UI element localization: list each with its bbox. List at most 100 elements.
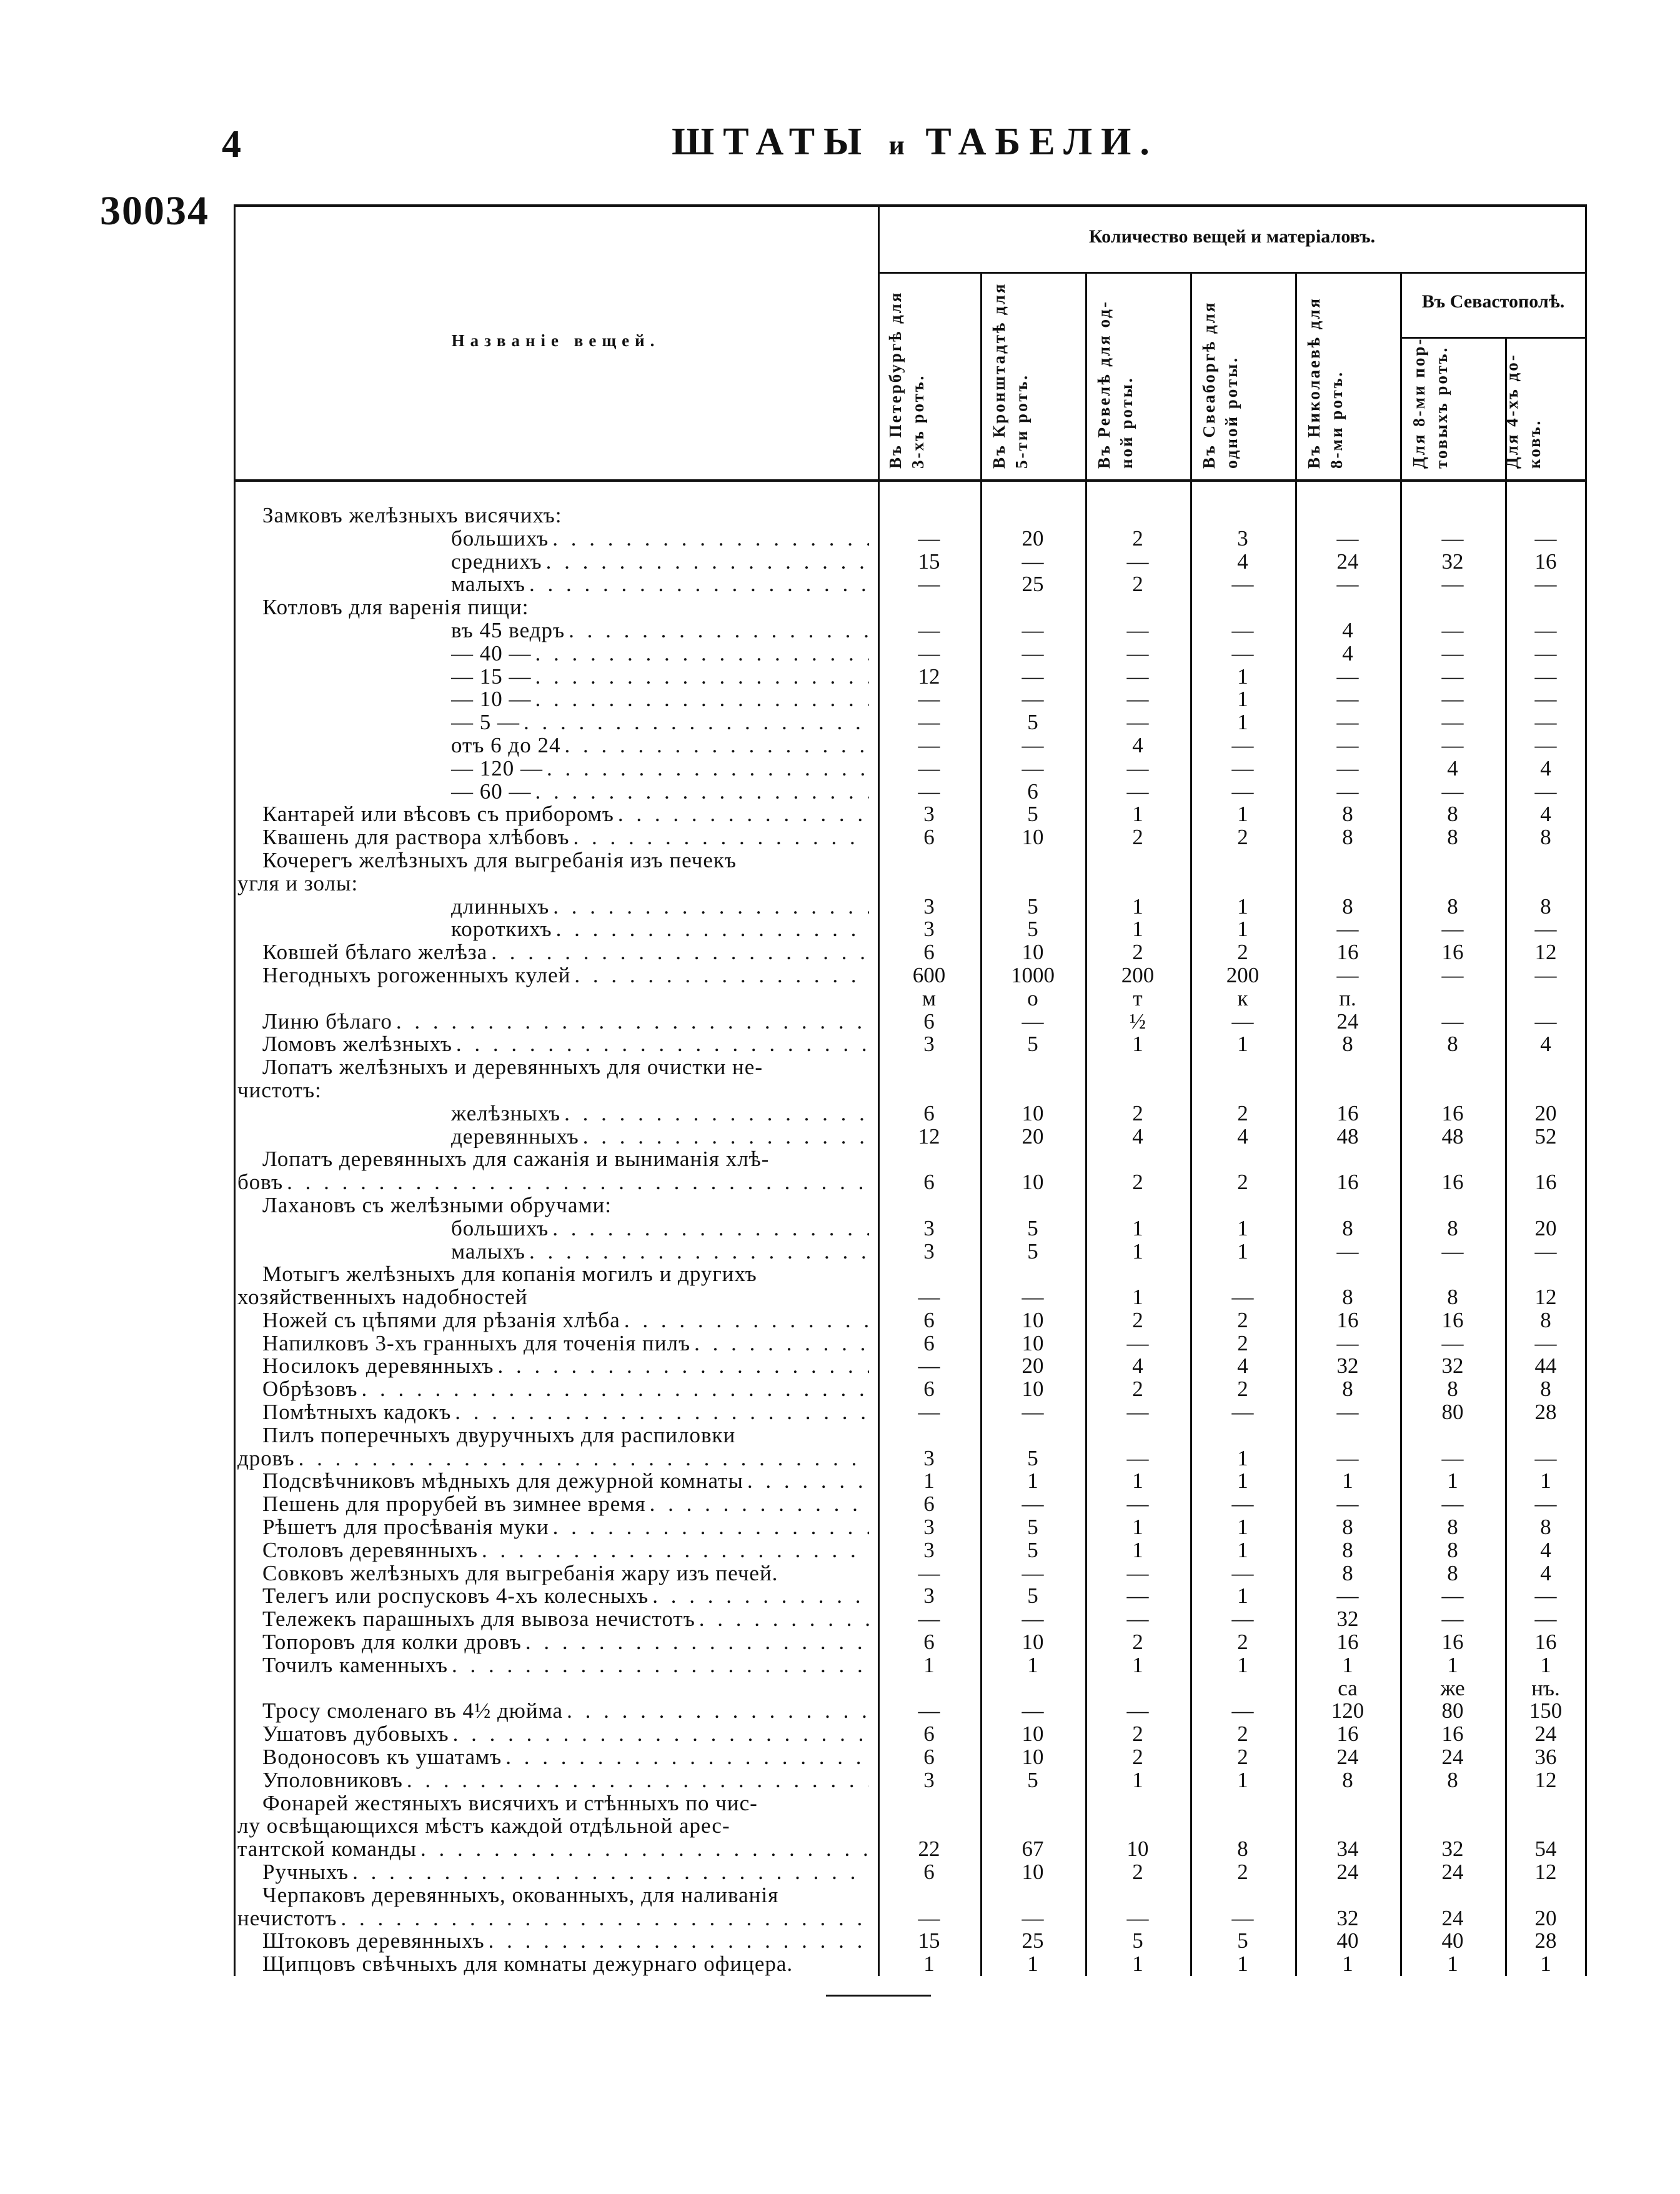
item-name-text: малыхъ xyxy=(451,1240,525,1264)
quantity-cell: 5 xyxy=(1027,1032,1038,1057)
quantity-cell: 8 xyxy=(1342,1377,1353,1402)
table-row: короткихъ 3 5 1 1 — — — xyxy=(234,918,1586,941)
quantity-cell: 2 xyxy=(1237,1377,1248,1402)
quantity-cell: 2 xyxy=(1237,1722,1248,1747)
quantity-cell: — xyxy=(1534,572,1557,597)
quantity-cell: 5 xyxy=(1027,1583,1038,1608)
item-name-text: отъ 6 до 24 xyxy=(451,734,561,757)
quantity-cell: — xyxy=(1126,1560,1149,1585)
quantity-cell: — xyxy=(1021,1607,1044,1632)
item-name-text: большихъ xyxy=(451,1217,549,1240)
quantity-cell: 8 xyxy=(1447,1767,1458,1792)
quantity-cell: 4 xyxy=(1540,1560,1551,1585)
dot-leader xyxy=(420,1838,869,1861)
dot-leader xyxy=(583,1125,869,1149)
quantity-cell: 5 xyxy=(1027,1515,1038,1540)
item-name-text: Котловъ для варенія пищи: xyxy=(262,596,529,619)
dot-leader xyxy=(694,1332,869,1355)
quantity-cell: 1 xyxy=(1027,1468,1038,1493)
item-name-text: длинныхъ xyxy=(451,895,550,919)
quantity-cell: 1 xyxy=(1132,1239,1143,1264)
dot-leader xyxy=(456,1033,869,1056)
quantity-cell: — xyxy=(1336,962,1359,987)
quantity-cell: 1 xyxy=(1237,1652,1248,1677)
quantity-cell: — xyxy=(918,687,940,712)
quantity-cell: — xyxy=(918,1560,940,1585)
quantity-cell: 3 xyxy=(923,917,935,942)
column-header-line: ковъ. xyxy=(1525,419,1544,469)
table-row: Обрѣзовъ 6 10 2 2 8 8 8 xyxy=(234,1377,1586,1402)
quantity-cell: 24 xyxy=(1336,1009,1359,1034)
quantity-cell: 8 xyxy=(1540,1515,1551,1540)
quantity-cell: 8 xyxy=(1342,1767,1353,1792)
item-name-text: Пешень для прорубей въ зимнее время xyxy=(262,1493,646,1517)
quantity-cell: 48 xyxy=(1441,1124,1464,1149)
quantity-cell: — xyxy=(1126,710,1149,735)
quantity-cell: 2 xyxy=(1237,1330,1248,1355)
quantity-cell: 10 xyxy=(1021,1377,1044,1402)
quantity-cell: 2 xyxy=(1132,940,1143,965)
quantity-cell: 150 xyxy=(1529,1698,1563,1723)
quantity-cell: 5 xyxy=(1027,1215,1038,1240)
item-name-text: Ушатовъ дубовыхъ xyxy=(262,1723,449,1747)
title-part: и xyxy=(888,130,907,161)
dot-leader xyxy=(552,527,869,551)
item-name-text: желѣзныхъ xyxy=(451,1102,561,1125)
item-name: лу освѣщающихся мѣстъ каждой отдѣльной а… xyxy=(237,1815,869,1838)
table-row: Помѣтныхъ кадокъ — — — — — 80 28 xyxy=(234,1400,1586,1425)
dot-leader xyxy=(618,803,869,826)
quantity-cell: 4 xyxy=(1540,1032,1551,1057)
quantity-cell: 1 xyxy=(1132,1652,1143,1677)
table-body: Замковъ желѣзныхъ висячихъ:большихъ—2023… xyxy=(234,504,1586,1976)
item-name: длинныхъ xyxy=(451,895,869,919)
quantity-cell: 200 xyxy=(1226,962,1260,987)
quantity-cell: 1 xyxy=(1237,894,1248,919)
quantity-cell: — xyxy=(1336,1492,1359,1517)
quantity-cell: 32 xyxy=(1441,549,1464,574)
dot-leader xyxy=(564,1102,869,1125)
quantity-cell: — xyxy=(918,755,940,780)
quantity-cell: — xyxy=(1021,1009,1044,1034)
item-name-text: Точилъ каменныхъ xyxy=(262,1653,448,1677)
quantity-cell: 8 xyxy=(1447,1032,1458,1057)
quantity-cell: — xyxy=(1336,1583,1359,1608)
table-row: Негодныхъ рогоженныхъ кулей 600 1000 200 200… xyxy=(234,964,1586,987)
quantity-cell: 2 xyxy=(1237,1170,1248,1195)
quantity-cell: 10 xyxy=(1021,1860,1044,1885)
table-top-rule xyxy=(234,204,1586,207)
quantity-cell: — xyxy=(1126,1492,1149,1517)
quantity-cell: 1 xyxy=(1132,917,1143,942)
quantity-cell: — xyxy=(1336,779,1359,804)
quantity-cell: — xyxy=(1441,732,1464,757)
column-header-line: Въ Свеаборгѣ для xyxy=(1200,301,1218,469)
item-name-text: деревянныхъ xyxy=(451,1125,579,1149)
table-row: среднихъ 15 — — 4 24 32 16 xyxy=(234,549,1586,574)
column-header-text: Въ Ревелѣ для од-ной роты. xyxy=(1093,300,1138,469)
item-name-text: Мотыгъ желѣзныхъ для копанія могилъ и др… xyxy=(262,1263,757,1287)
item-name-text: Носилокъ деревянныхъ xyxy=(262,1355,494,1379)
quantity-cell: — xyxy=(1441,1009,1464,1034)
table-row: Черпаковъ деревянныхъ, окованныхъ, для н… xyxy=(234,1884,1586,1907)
quantity-cell: 1 xyxy=(1540,1468,1551,1493)
table-row: Линю бѣлаго 6 — ½ — 24 — — xyxy=(234,1010,1586,1034)
column-header-line: Въ Петербургѣ для xyxy=(886,291,905,469)
quantity-cell: — xyxy=(918,732,940,757)
quantity-cell: 16 xyxy=(1534,1170,1557,1195)
item-name-text: малыхъ xyxy=(451,573,525,597)
quantity-cell: — xyxy=(1126,1698,1149,1723)
table-row: Ковшей бѣлаго желѣза 6 10 2 2 16 16 12 xyxy=(234,940,1586,965)
item-name-text: Тележекъ парашныхъ для вывоза нечистотъ xyxy=(262,1608,695,1632)
item-name: Кочерегъ желѣзныхъ для выгребанія изъ пе… xyxy=(262,849,869,872)
quantity-cell: 1 xyxy=(1237,802,1248,827)
quantity-cell: 6 xyxy=(923,1330,935,1355)
quantity-cell: 5 xyxy=(1237,1928,1248,1953)
quantity-cell: 5 xyxy=(1027,1537,1038,1562)
item-name: Обрѣзовъ xyxy=(262,1378,869,1401)
table-row: Топоровъ для колки дровъ 6 10 2 2 16 16 16 xyxy=(234,1630,1586,1654)
column-rule xyxy=(1295,273,1297,1976)
quantity-cell: — xyxy=(1231,1400,1254,1425)
item-name: — 15 — xyxy=(451,666,869,689)
dot-leader xyxy=(529,1240,869,1264)
quantity-cell: — xyxy=(1534,1445,1557,1470)
quantity-cell: 24 xyxy=(1441,1860,1464,1885)
